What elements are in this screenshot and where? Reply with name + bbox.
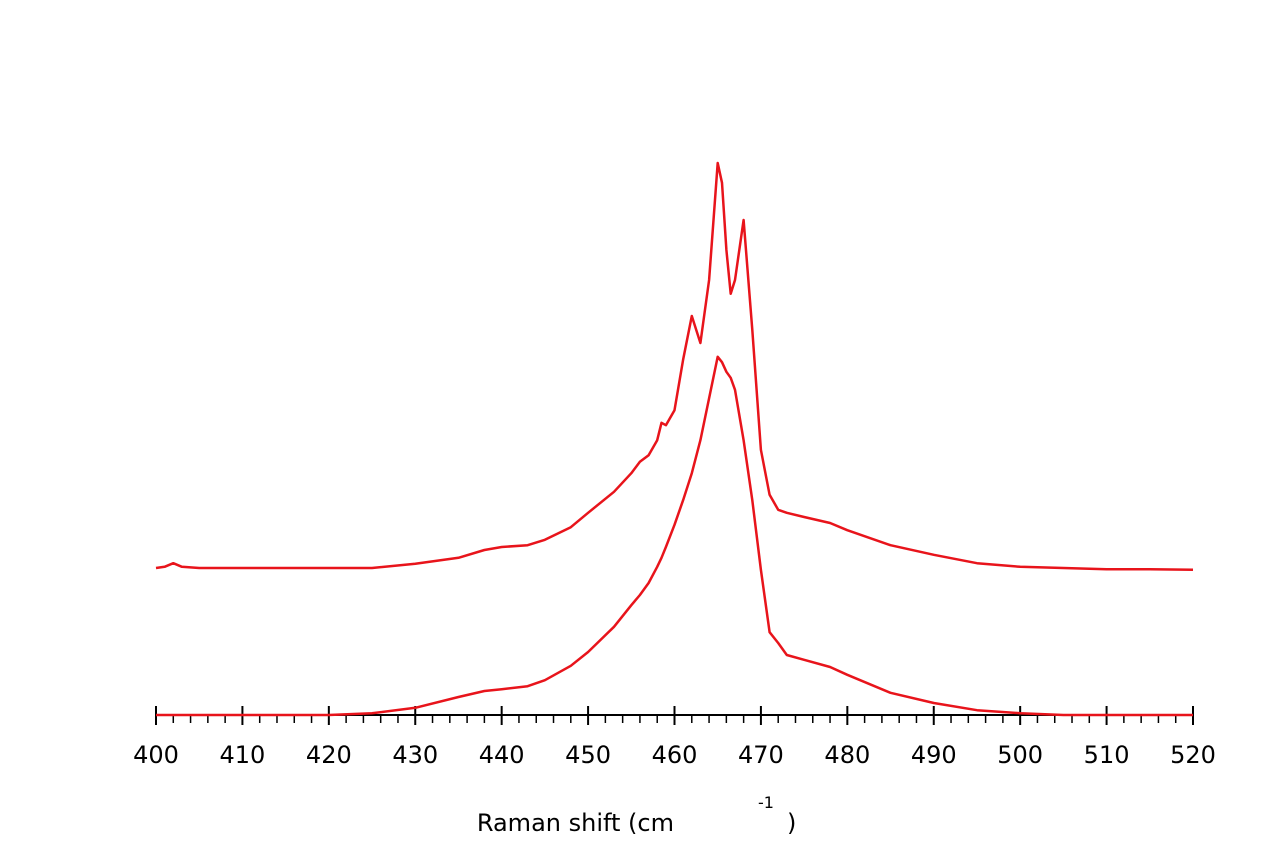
x-tick-label: 450 — [565, 741, 611, 769]
x-tick-label: 500 — [997, 741, 1043, 769]
x-tick-label: 420 — [306, 741, 352, 769]
series-line — [155, 161, 1194, 572]
x-tick-label: 460 — [652, 741, 698, 769]
x-tick-label: 510 — [1084, 741, 1130, 769]
x-tick-label: 470 — [738, 741, 784, 769]
x-axis-label: Raman shift (cm — [477, 809, 674, 837]
x-tick-label: 440 — [479, 741, 525, 769]
x-tick-label: 410 — [220, 741, 266, 769]
x-axis-label-end: ) — [787, 809, 796, 837]
series-line — [156, 355, 1193, 717]
x-tick-label: 430 — [392, 741, 438, 769]
x-tick-label: 490 — [911, 741, 957, 769]
x-tick-label: 400 — [133, 741, 179, 769]
x-axis-label-superscript: -1 — [758, 793, 774, 812]
x-tick-label: 480 — [824, 741, 870, 769]
x-tick-label: 520 — [1170, 741, 1216, 769]
